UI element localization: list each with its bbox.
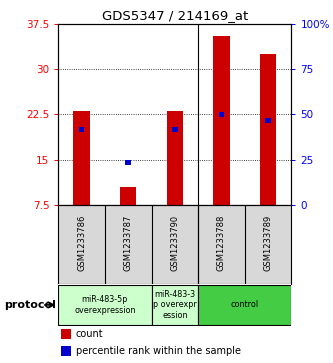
Text: GSM1233787: GSM1233787 xyxy=(124,215,133,271)
Text: protocol: protocol xyxy=(4,300,56,310)
Text: GSM1233790: GSM1233790 xyxy=(170,215,179,271)
Bar xyxy=(265,118,271,123)
Bar xyxy=(120,187,137,205)
Bar xyxy=(219,112,224,117)
Bar xyxy=(260,54,276,205)
Bar xyxy=(213,36,230,205)
Bar xyxy=(126,160,131,165)
Text: count: count xyxy=(76,329,103,339)
Text: GSM1233786: GSM1233786 xyxy=(77,215,86,271)
Bar xyxy=(198,285,291,325)
Bar xyxy=(61,330,71,339)
Text: percentile rank within the sample: percentile rank within the sample xyxy=(76,346,241,356)
Text: GSM1233789: GSM1233789 xyxy=(263,215,273,271)
Bar xyxy=(167,111,183,205)
Text: miR-483-3
p overexpr
ession: miR-483-3 p overexpr ession xyxy=(153,290,197,320)
Bar xyxy=(79,127,84,132)
Text: GSM1233788: GSM1233788 xyxy=(217,215,226,271)
Bar xyxy=(172,127,177,132)
Bar xyxy=(58,285,152,325)
Text: control: control xyxy=(231,301,259,309)
Bar xyxy=(152,285,198,325)
Text: miR-483-5p
overexpression: miR-483-5p overexpression xyxy=(74,295,136,315)
Title: GDS5347 / 214169_at: GDS5347 / 214169_at xyxy=(102,9,248,23)
Bar xyxy=(73,111,90,205)
Bar xyxy=(61,346,71,356)
